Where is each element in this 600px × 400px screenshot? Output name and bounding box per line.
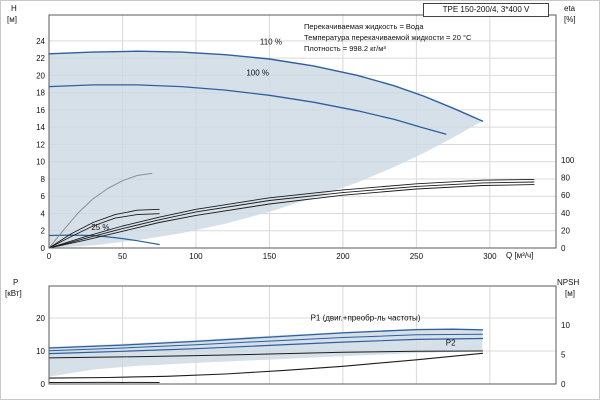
svg-text:80: 80	[561, 174, 570, 183]
svg-text:300: 300	[483, 252, 497, 261]
svg-text:0: 0	[47, 252, 52, 261]
svg-text:20: 20	[36, 71, 45, 80]
svg-text:150: 150	[263, 252, 277, 261]
curve-100-%	[48, 84, 447, 135]
svg-text:18: 18	[36, 89, 45, 98]
svg-text:22: 22	[36, 54, 45, 63]
operating-envelope	[49, 51, 483, 249]
svg-text:16: 16	[36, 106, 45, 115]
svg-text:4: 4	[41, 209, 46, 218]
svg-text:0: 0	[561, 244, 566, 253]
curve-label: P2	[446, 339, 456, 348]
svg-text:12: 12	[36, 140, 45, 149]
curve-label: P1 (двиг.+преобр-ль частоты)	[311, 313, 421, 322]
svg-text:100: 100	[561, 156, 575, 165]
curve-P2-mains	[48, 350, 483, 359]
h-axis-label: H	[11, 4, 17, 13]
svg-text:40: 40	[561, 209, 570, 218]
annotation-temperature: Температура перекачиваемой жидкости = 20…	[304, 33, 472, 42]
curve-label: 110 %	[260, 37, 282, 46]
svg-text:5: 5	[561, 351, 566, 360]
curve-110-%	[48, 50, 484, 122]
curve-curve-50	[48, 172, 153, 249]
curve-label: 25 %	[91, 223, 109, 232]
curve-label: 100 %	[246, 68, 269, 77]
svg-text:14: 14	[36, 123, 45, 132]
q-axis-label: Q [м³/ч]	[506, 251, 534, 260]
h-axis-unit: [м]	[7, 15, 17, 24]
p-axis-unit: [кВт]	[5, 289, 22, 298]
plot-frame	[48, 285, 557, 385]
curve-eta-25-a	[48, 208, 160, 249]
npsh-axis-label: NPSH	[557, 278, 580, 287]
fluid-annotations: Перекачиваемая жидкость = Вода Температу…	[304, 21, 471, 54]
svg-text:60: 60	[561, 191, 570, 200]
svg-text:50: 50	[118, 252, 127, 261]
eta-axis-label: eta	[564, 4, 576, 13]
curve-NPSH	[48, 352, 484, 379]
curve-P1	[48, 328, 484, 349]
svg-text:250: 250	[410, 252, 424, 261]
svg-text:10: 10	[36, 347, 45, 356]
curve-25-%	[48, 234, 160, 246]
svg-text:20: 20	[561, 226, 570, 235]
eta-axis-unit: [%]	[564, 15, 576, 24]
curve-eta-total	[48, 178, 535, 249]
p-axis-label: P	[13, 278, 19, 287]
svg-text:6: 6	[41, 192, 46, 201]
svg-text:200: 200	[336, 252, 350, 261]
svg-text:0: 0	[41, 380, 46, 389]
curve-P1-100	[48, 333, 483, 352]
tick-labels: 0 10 20 0 5 10	[36, 314, 570, 389]
svg-text:2: 2	[41, 227, 46, 236]
svg-text:8: 8	[41, 175, 46, 184]
npsh-axis-unit: [м]	[565, 289, 575, 298]
curve-eta-3	[48, 184, 535, 249]
curve-eta-25-b	[48, 213, 160, 249]
curve-P2	[48, 337, 484, 355]
svg-text:10: 10	[561, 321, 570, 330]
svg-text:0: 0	[41, 244, 46, 253]
svg-text:100: 100	[189, 252, 203, 261]
svg-text:0: 0	[561, 380, 566, 389]
annotation-fluid: Перекачиваемая жидкость = Вода	[304, 22, 424, 31]
operating-envelope	[49, 328, 483, 377]
svg-text:20: 20	[36, 314, 45, 323]
svg-text:24: 24	[36, 37, 45, 46]
pump-model-title: TPE 150-200/4, 3*400 V	[423, 3, 549, 17]
curve-eta-2	[48, 181, 535, 249]
annotation-density: Плотность = 998.2 кг/м³	[304, 44, 386, 53]
panel-power-npsh: 0 10 20 0 5 10 P1 (двиг.+преобр-ль частоты) P2	[36, 285, 570, 389]
plot-frame	[48, 14, 557, 249]
svg-text:10: 10	[36, 158, 45, 167]
